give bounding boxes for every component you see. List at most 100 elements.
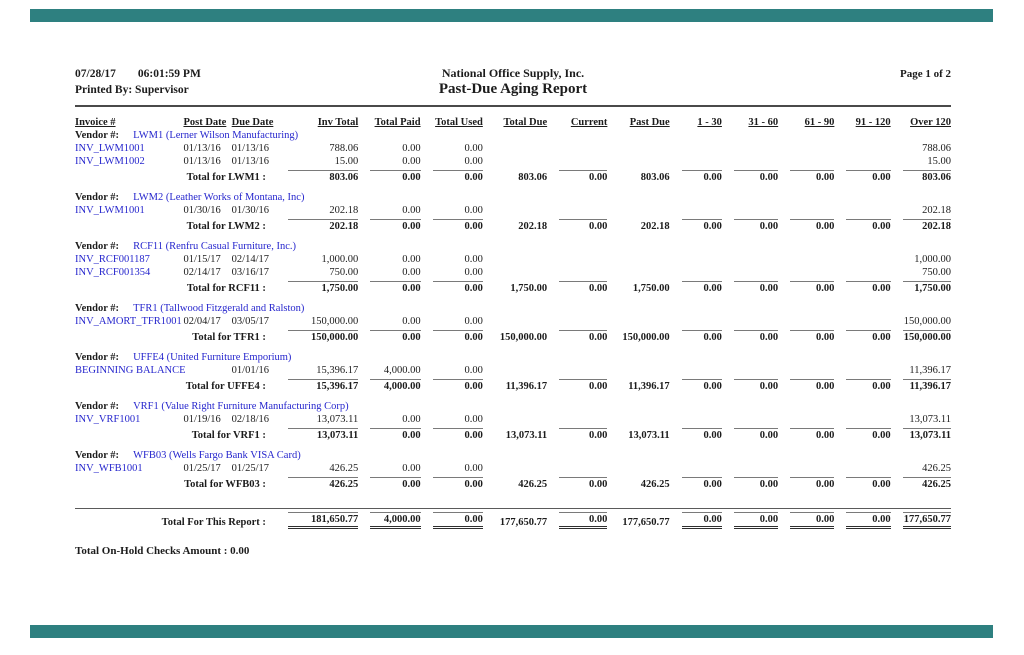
invoice-cell-total_due bbox=[483, 253, 547, 266]
group-total-label: Total for WFB03 : bbox=[184, 479, 266, 490]
invoice-due-date: 01/13/16 bbox=[231, 156, 270, 167]
total-cell-b3: 0.00 bbox=[778, 217, 835, 233]
invoice-cell-b4 bbox=[834, 142, 890, 155]
invoice-post-date: 01/19/16 bbox=[183, 414, 221, 425]
vendor-link[interactable]: VRF1 (Value Right Furniture Manufacturin… bbox=[133, 401, 349, 412]
total-cell-past_due: 202.18 bbox=[640, 221, 670, 232]
invoice-cell-b4 bbox=[834, 462, 890, 475]
vendor-link[interactable]: RCF11 (Renfru Casual Furniture, Inc.) bbox=[133, 241, 296, 252]
invoice-cell-b3 bbox=[778, 462, 834, 475]
total-cell-b3: 0.00 bbox=[778, 426, 835, 442]
print-time: 06:01:59 PM bbox=[137, 68, 201, 80]
invoice-due-date: 02/18/16 bbox=[231, 414, 270, 425]
invoice-link[interactable]: INV_WFB1001 bbox=[75, 463, 143, 474]
total-cell-b1: 0.00 bbox=[670, 511, 722, 529]
total-cell-over: 426.25 bbox=[891, 475, 951, 491]
group-total-row: Total for LWM2 :202.18 0.00 0.00 202.18 0.00… bbox=[75, 217, 951, 233]
total-cell-used: 0.00 bbox=[421, 279, 483, 295]
report-header-row-2: Printed By: Supervisor Past-Due Aging Re… bbox=[75, 81, 951, 98]
group-total-label: Total for RCF11 : bbox=[186, 283, 266, 294]
total-cell-total_due: 803.06 bbox=[518, 172, 548, 183]
total-cell-total_due: 1,750.00 bbox=[510, 283, 548, 294]
invoice-link[interactable]: INV_LWM1001 bbox=[75, 143, 145, 154]
invoice-link[interactable]: INV_RCF001354 bbox=[75, 267, 151, 278]
vendor-row: Vendor #: UFFE4 (United Furniture Emporiu… bbox=[75, 351, 951, 364]
report-total-divider bbox=[75, 507, 951, 512]
invoice-cell-past_due bbox=[607, 253, 669, 266]
total-cell-total_due: 426.25 bbox=[518, 479, 548, 490]
vendor-number-label: Vendor #: bbox=[75, 352, 120, 363]
invoice-cell-current bbox=[547, 142, 607, 155]
total-cell-total_due: 177,650.77 bbox=[499, 516, 548, 528]
total-cell-used: 0.00 bbox=[421, 168, 483, 184]
column-header-due: Due Date bbox=[231, 117, 274, 128]
invoice-cell-current bbox=[547, 315, 607, 328]
invoice-cell-inv_total: 15.00 bbox=[334, 156, 359, 167]
invoice-cell-total_due bbox=[483, 155, 547, 168]
total-cell-b4: 0.00 bbox=[834, 377, 891, 393]
invoice-cell-past_due bbox=[607, 413, 669, 426]
total-cell-b1: 0.00 bbox=[670, 328, 722, 344]
invoice-cell-paid: 0.00 bbox=[402, 143, 421, 154]
total-cell-over: 1,750.00 bbox=[891, 279, 951, 295]
group-total-row: Total for UFFE4 :15,396.17 4,000.00 0.00 11… bbox=[75, 377, 951, 393]
invoice-cell-total_due bbox=[483, 413, 547, 426]
total-cell-inv_total: 1,750.00 bbox=[276, 279, 359, 295]
invoice-cell-over: 13,073.11 bbox=[909, 414, 951, 425]
group-total-row: Total for LWM1 :803.06 0.00 0.00 803.06 0.00… bbox=[75, 168, 951, 184]
invoice-cell-b3 bbox=[778, 413, 834, 426]
print-datetime: 07/28/17 06:01:59 PM bbox=[75, 68, 338, 80]
invoice-cell-over: 150,000.00 bbox=[903, 316, 951, 327]
group-total-label: Total for LWM2 : bbox=[186, 221, 266, 232]
group-total-row: Total for WFB03 :426.25 0.00 0.00 426.25 0.0… bbox=[75, 475, 951, 491]
invoice-cell-total_due bbox=[483, 204, 547, 217]
spacer-row bbox=[75, 344, 951, 351]
total-cell-used: 0.00 bbox=[421, 426, 483, 442]
total-cell-past_due: 11,396.17 bbox=[628, 381, 670, 392]
invoice-cell-inv_total: 202.18 bbox=[329, 205, 359, 216]
spacer-row bbox=[75, 393, 951, 400]
total-cell-over: 803.06 bbox=[891, 168, 951, 184]
vendor-link[interactable]: LWM2 (Leather Works of Montana, Inc) bbox=[133, 192, 305, 203]
invoice-due-date: 02/14/17 bbox=[231, 254, 270, 265]
invoice-row: INV_WFB1001 01/25/17 01/25/17 426.25 0.00 0.0… bbox=[75, 462, 951, 475]
vendor-link[interactable]: LWM1 (Lerner Wilson Manufacturing) bbox=[133, 130, 299, 141]
vendor-link[interactable]: TFR1 (Tallwood Fitzgerald and Ralston) bbox=[133, 303, 305, 314]
vendor-link[interactable]: UFFE4 (United Furniture Emporium) bbox=[133, 352, 292, 363]
total-cell-b2: 0.00 bbox=[722, 217, 779, 233]
total-cell-paid: 0.00 bbox=[358, 475, 421, 491]
invoice-link[interactable]: INV_LWM1001 bbox=[75, 205, 145, 216]
report-header-row-1: 07/28/17 06:01:59 PM National Office Supp… bbox=[75, 66, 951, 81]
total-cell-paid: 0.00 bbox=[358, 168, 421, 184]
invoice-link[interactable]: INV_RCF001187 bbox=[75, 254, 150, 265]
column-header-over: Over 120 bbox=[910, 117, 951, 128]
spacer-row bbox=[75, 184, 951, 191]
total-cell-used: 0.00 bbox=[421, 377, 483, 393]
spacer-row bbox=[75, 498, 951, 508]
vendor-link[interactable]: WFB03 (Wells Fargo Bank VISA Card) bbox=[133, 450, 301, 461]
total-cell-b3: 0.00 bbox=[778, 475, 835, 491]
invoice-cell-over: 15.00 bbox=[927, 156, 951, 167]
invoice-cell-past_due bbox=[607, 315, 669, 328]
total-cell-total_due: 13,073.11 bbox=[505, 430, 548, 441]
total-cell-used: 0.00 bbox=[421, 511, 483, 529]
total-cell-b2: 0.00 bbox=[722, 511, 779, 529]
invoice-cell-b3 bbox=[778, 155, 834, 168]
total-cell-past_due: 13,073.11 bbox=[628, 430, 670, 441]
invoice-link[interactable]: INV_VRF1001 bbox=[75, 414, 141, 425]
invoice-link[interactable]: INV_AMORT_TFR1001 bbox=[75, 316, 182, 327]
invoice-cell-paid: 0.00 bbox=[402, 267, 421, 278]
invoice-cell-past_due bbox=[607, 204, 669, 217]
invoice-cell-over: 750.00 bbox=[922, 267, 951, 278]
total-cell-inv_total: 150,000.00 bbox=[276, 328, 359, 344]
invoice-cell-current bbox=[547, 266, 607, 279]
invoice-cell-inv_total: 750.00 bbox=[329, 267, 359, 278]
total-cell-b2: 0.00 bbox=[722, 426, 779, 442]
invoice-cell-b3 bbox=[778, 364, 834, 377]
total-cell-total_due: 202.18 bbox=[518, 221, 548, 232]
invoice-link[interactable]: BEGINNING BALANCE bbox=[75, 365, 186, 376]
page-number-label: Page 1 of 2 bbox=[899, 68, 951, 80]
invoice-link[interactable]: INV_LWM1002 bbox=[75, 156, 145, 167]
total-cell-b4: 0.00 bbox=[834, 168, 891, 184]
invoice-cell-over: 202.18 bbox=[922, 205, 951, 216]
